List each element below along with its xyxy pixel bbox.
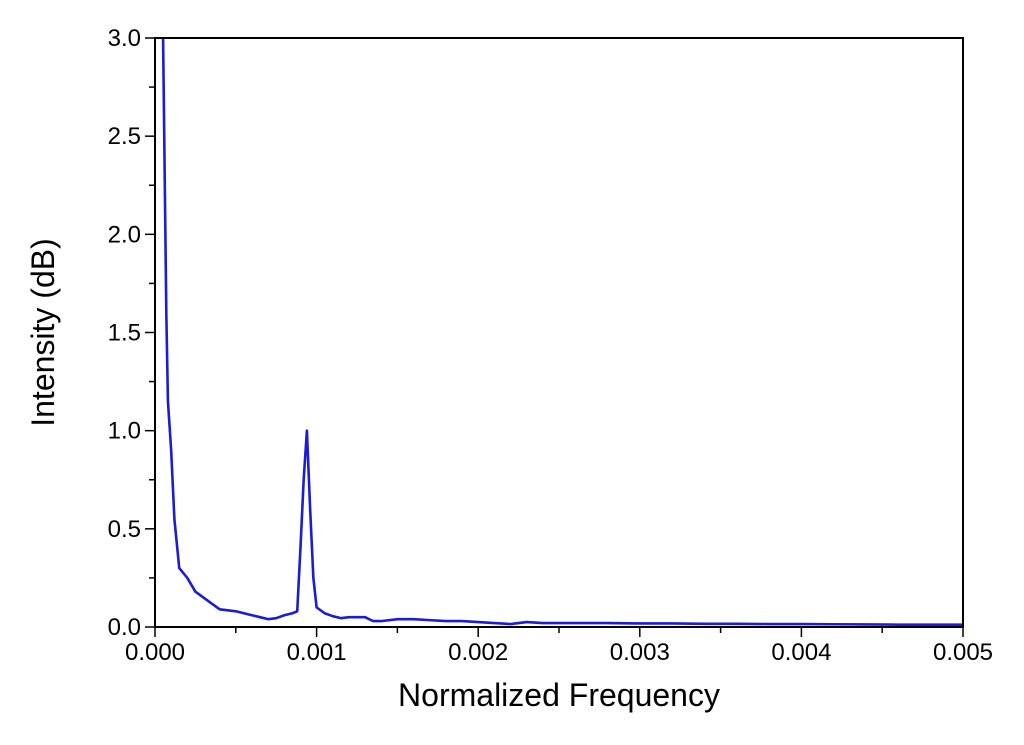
x-tick-label: 0.001 — [287, 639, 347, 666]
x-tick-label: 0.002 — [448, 639, 508, 666]
y-tick-label: 0.5 — [108, 516, 141, 543]
tick-labels-layer: 0.000 0.001 0.002 0.003 0.004 0.005 0.0 0.5 1.0 1… — [108, 25, 993, 666]
x-tick-label: 0.005 — [933, 639, 993, 666]
ticks-layer — [145, 37, 964, 637]
x-tick-label: 0.000 — [125, 639, 185, 666]
x-axis-title: Normalized Frequency — [398, 677, 720, 713]
series-line — [161, 37, 963, 626]
x-tick-label: 0.003 — [610, 639, 670, 666]
y-tick-label: 1.0 — [108, 418, 141, 445]
y-tick-label: 3.0 — [108, 25, 141, 52]
y-axis-title: Intensity (dB) — [25, 238, 61, 427]
plot-area-frame — [154, 37, 964, 628]
x-tick-label: 0.004 — [771, 639, 831, 666]
y-tick-label: 0.0 — [108, 614, 141, 641]
y-tick-label: 2.0 — [108, 221, 141, 248]
y-tick-label: 1.5 — [108, 320, 141, 347]
y-tick-label: 2.5 — [108, 123, 141, 150]
